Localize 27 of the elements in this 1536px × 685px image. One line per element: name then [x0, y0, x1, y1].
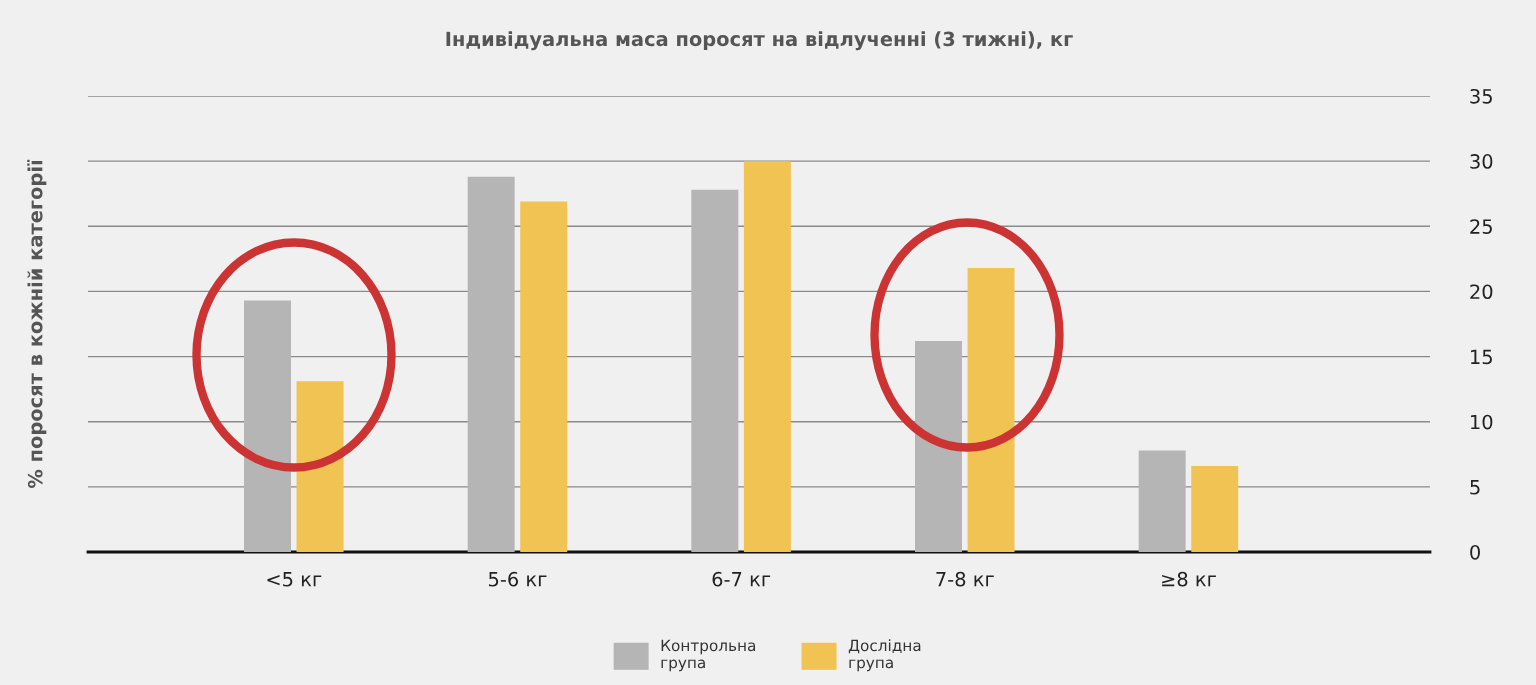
y-tick-label: 10 [1471, 414, 1493, 430]
bar [967, 267, 1015, 552]
y-tick-label: 0 [1470, 544, 1480, 560]
bar [1138, 450, 1186, 552]
bar [296, 381, 344, 552]
y-axis-title: % поросят в кожній категорії [27, 159, 47, 489]
x-tick-label: 6-7 кг [712, 571, 771, 587]
bar [915, 340, 962, 552]
y-tick-label: 25 [1470, 219, 1492, 234]
x-tick-label: <5 кг [267, 572, 322, 587]
x-tick-label: 7-8 кг [936, 571, 994, 587]
x-tick-label: 5-6 кг [488, 571, 547, 587]
bar [520, 201, 568, 552]
legend-label: Дослідна група [848, 639, 921, 672]
bar [691, 189, 739, 552]
y-tick-label: 30 [1470, 154, 1493, 169]
y-tick-label: 20 [1470, 284, 1493, 300]
bar [743, 161, 791, 552]
bar [244, 300, 291, 552]
y-tick-label: 5 [1470, 480, 1480, 495]
bar [467, 176, 515, 552]
y-tick-label: 35 [1470, 88, 1492, 104]
x-tick-label: ≥8 кг [1162, 571, 1216, 587]
legend-label: Контрольна група [661, 639, 756, 672]
y-tick-label: 15 [1471, 349, 1492, 365]
chart-title: Індивідуальна маса поросят на відлученні (3 тижні), кг [446, 31, 1073, 51]
bar [1191, 466, 1239, 552]
